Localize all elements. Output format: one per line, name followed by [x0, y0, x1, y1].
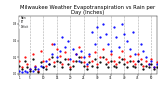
Title: Milwaukee Weather Evapotranspiration vs Rain per Day (Inches): Milwaukee Weather Evapotranspiration vs … — [20, 5, 156, 15]
Legend: Rain, ET, Deficit: Rain, ET, Deficit — [20, 16, 29, 29]
